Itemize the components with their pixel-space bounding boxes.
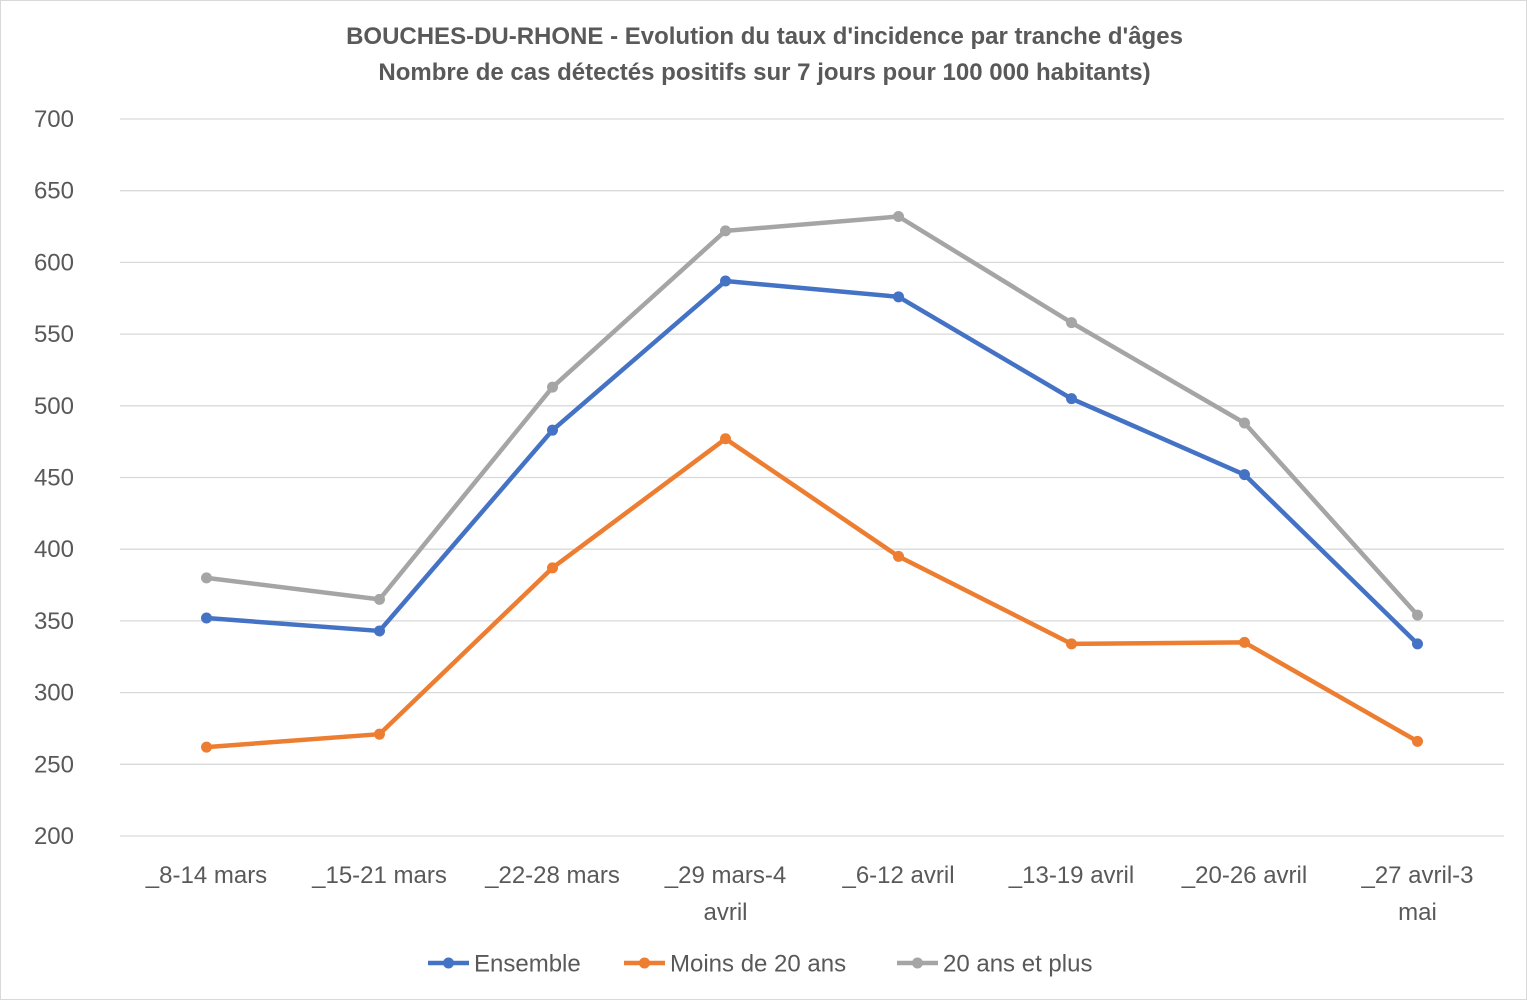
data-point	[201, 741, 212, 753]
chart-subtitle: Nombre de cas détectés positifs sur 7 jo…	[378, 59, 1151, 86]
data-point	[547, 562, 558, 574]
y-tick-label: 350	[34, 608, 74, 635]
series-lines	[201, 211, 1423, 753]
series-0	[201, 275, 1423, 650]
data-point	[720, 433, 731, 445]
x-tick-label: _15-21 mars	[311, 862, 447, 889]
data-point	[1412, 638, 1423, 650]
series-line	[204, 436, 1420, 750]
y-tick-label: 300	[34, 680, 74, 707]
y-tick-label: 700	[34, 106, 74, 133]
y-tick-label: 500	[34, 393, 74, 420]
legend-label: 20 ans et plus	[943, 951, 1092, 978]
x-tick-label: avril	[703, 899, 747, 926]
gridlines	[120, 118, 1504, 837]
x-axis-ticks: _8-14 mars _15-21 mars _22-28 mars _29 mars…	[145, 862, 1474, 926]
y-tick-label: 250	[34, 751, 74, 778]
data-point	[1412, 735, 1423, 747]
data-point	[547, 381, 558, 393]
legend-marker	[443, 957, 454, 969]
legend: Ensemble Moins de 20 ans 20 ans et plus	[428, 951, 1092, 978]
y-tick-label: 600	[34, 249, 74, 276]
x-tick-label: mai	[1398, 899, 1437, 926]
data-point	[547, 424, 558, 436]
x-tick-label: _13-19 avril	[1008, 862, 1134, 889]
data-point	[893, 550, 904, 562]
x-tick-label: _6-12 avril	[841, 862, 954, 889]
data-point	[1239, 417, 1250, 429]
series-line	[204, 278, 1420, 647]
x-tick-label: _8-14 mars	[145, 862, 267, 889]
series-line	[204, 214, 1420, 618]
data-point	[1066, 638, 1077, 650]
data-point	[374, 728, 385, 740]
data-point	[720, 275, 731, 287]
data-point	[201, 572, 212, 584]
y-tick-label: 550	[34, 321, 74, 348]
y-axis-ticks: 200 250 300 350 400 450 500 550 600 650 700	[34, 106, 74, 850]
legend-item: Ensemble	[428, 951, 581, 978]
data-point	[1239, 636, 1250, 648]
data-point	[893, 211, 904, 223]
series-1	[201, 433, 1423, 753]
y-tick-label: 200	[34, 823, 74, 850]
legend-label: Moins de 20 ans	[670, 951, 846, 978]
series-2	[201, 211, 1423, 621]
y-tick-label: 650	[34, 178, 74, 205]
legend-label: Ensemble	[474, 951, 581, 978]
legend-marker	[912, 957, 923, 969]
data-point	[1412, 609, 1423, 621]
chart-title: BOUCHES-DU-RHONE - Evolution du taux d'i…	[346, 23, 1183, 50]
data-point	[893, 291, 904, 303]
data-point	[1239, 469, 1250, 481]
data-point	[201, 612, 212, 624]
x-tick-label: _20-26 avril	[1181, 862, 1307, 889]
y-tick-label: 450	[34, 465, 74, 492]
data-point	[1066, 317, 1077, 329]
y-tick-label: 400	[34, 536, 74, 563]
data-point	[720, 225, 731, 237]
data-point	[374, 593, 385, 605]
x-tick-label: _27 avril-3	[1360, 862, 1473, 889]
data-point	[1066, 393, 1077, 405]
legend-marker	[639, 957, 650, 969]
x-tick-label: _22-28 mars	[484, 862, 620, 889]
legend-item: 20 ans et plus	[897, 951, 1092, 978]
x-tick-label: _29 mars-4	[664, 862, 786, 889]
data-point	[374, 625, 385, 637]
legend-item: Moins de 20 ans	[624, 951, 846, 978]
